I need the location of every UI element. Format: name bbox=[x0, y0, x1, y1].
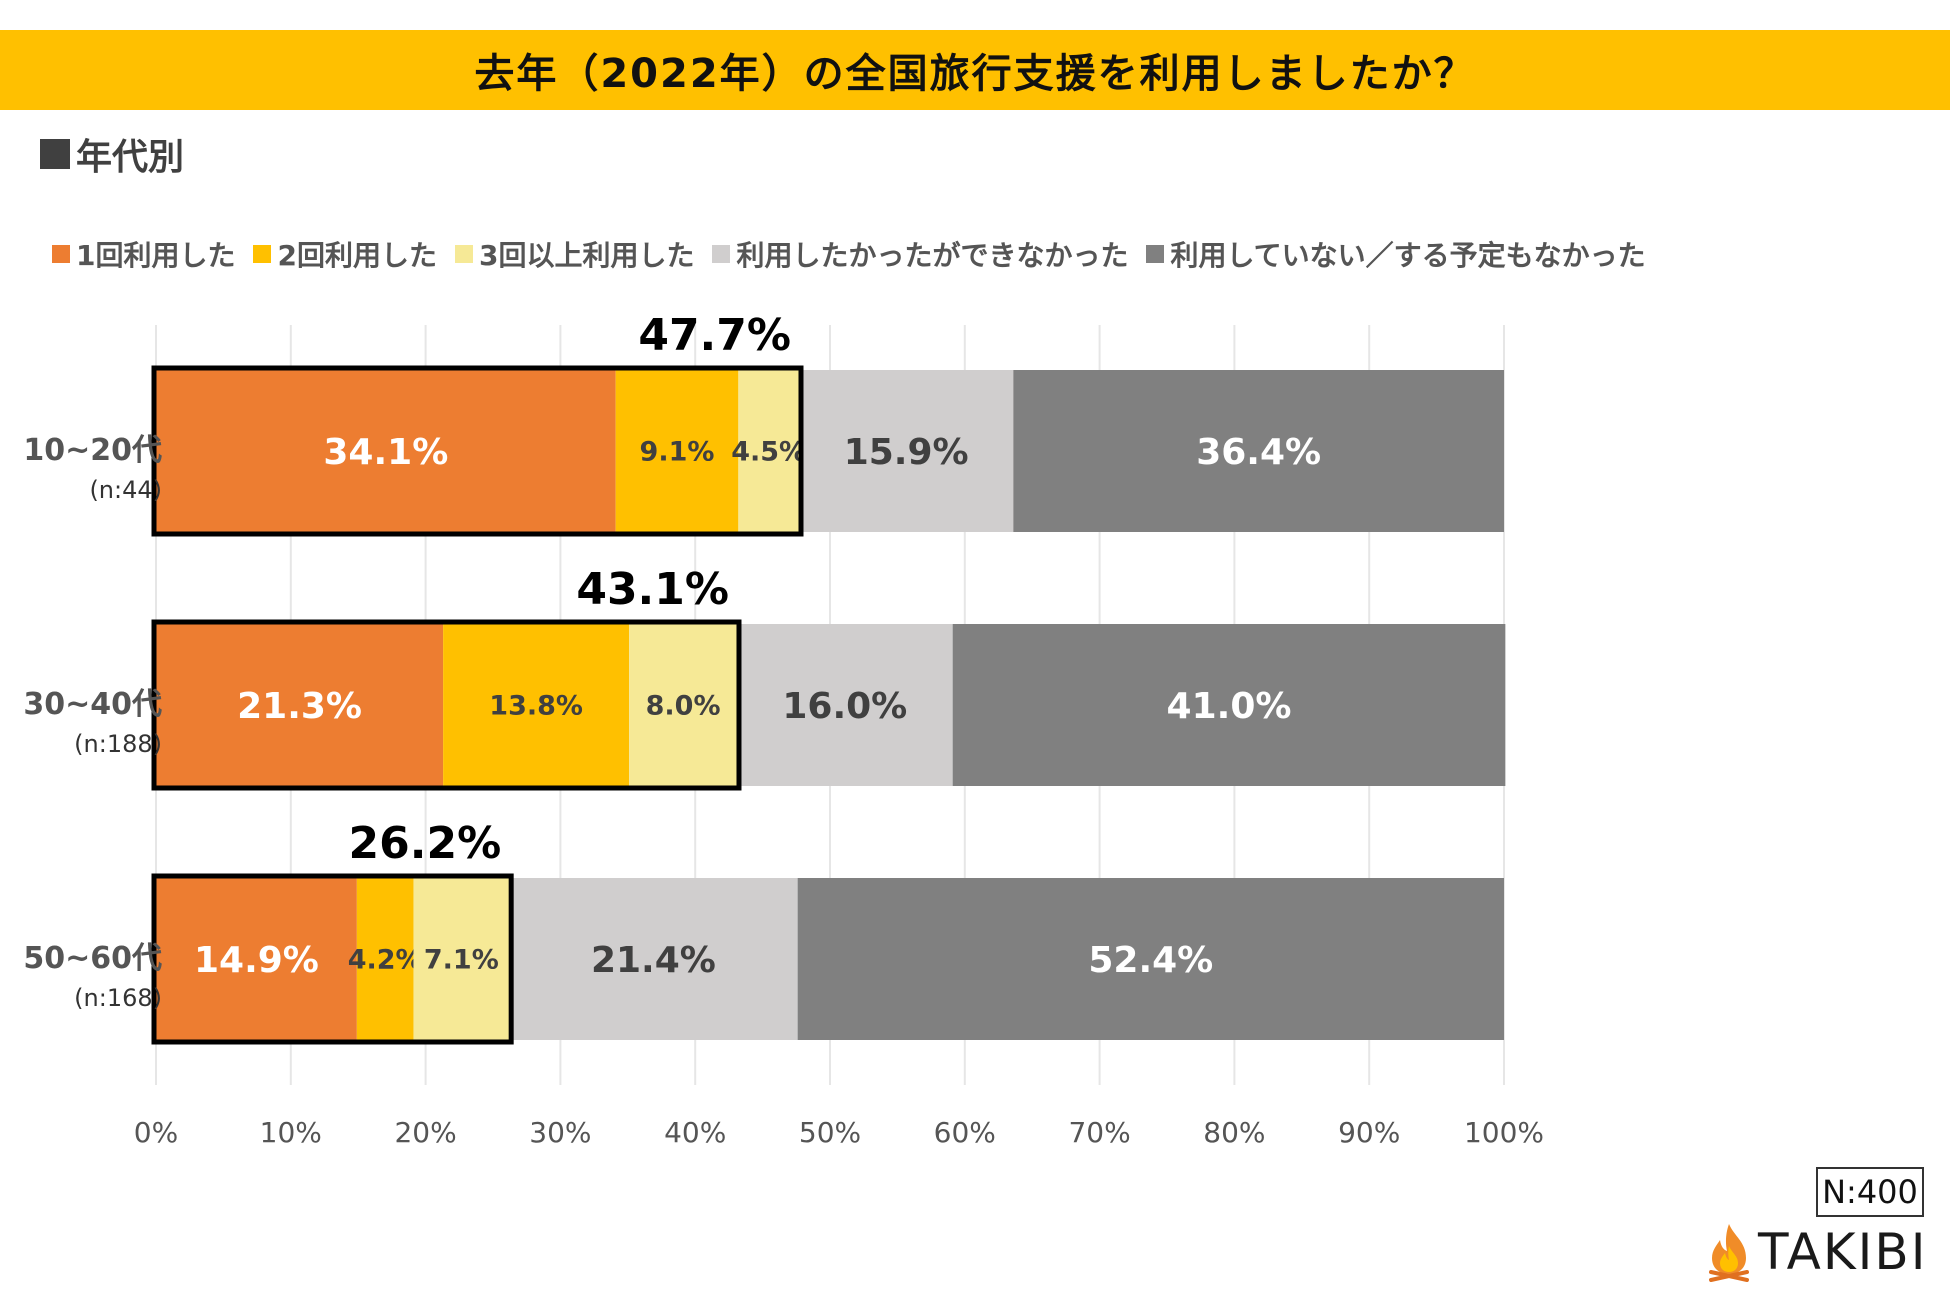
section-label: 年代別 bbox=[40, 128, 184, 180]
flame-icon bbox=[1709, 1224, 1749, 1282]
x-tick-label: 80% bbox=[1203, 1116, 1265, 1149]
legend-label: 利用したかったができなかった bbox=[736, 239, 1129, 272]
data-label: 9.1% bbox=[640, 437, 715, 468]
data-label: 4.2% bbox=[348, 945, 423, 976]
x-tick-label: 40% bbox=[664, 1116, 726, 1149]
x-tick-label: 50% bbox=[799, 1116, 861, 1149]
chart-title: 去年（2022年）の全国旅行支援を利用しましたか？ bbox=[474, 51, 1476, 97]
data-label: 52.4% bbox=[1088, 940, 1213, 981]
x-tick-label: 60% bbox=[934, 1116, 996, 1149]
legend-item-used-twice: 2回利用した bbox=[253, 234, 437, 274]
legend-label: 3回以上利用した bbox=[478, 239, 695, 272]
legend-swatch-used-once bbox=[52, 245, 70, 263]
bar-segment bbox=[443, 624, 630, 786]
bar-segment bbox=[952, 624, 1506, 786]
x-tick-label: 70% bbox=[1068, 1116, 1130, 1149]
total-label: 43.1% bbox=[576, 564, 729, 615]
highlight-box bbox=[151, 619, 742, 791]
data-label: 21.3% bbox=[237, 686, 362, 727]
legend-swatch-used-twice bbox=[253, 245, 272, 263]
title-bar: 去年（2022年）の全国旅行支援を利用しましたか？ bbox=[0, 30, 1950, 110]
sample-size-box: N:400 bbox=[1816, 1167, 1924, 1217]
section-label-text: 年代別 bbox=[76, 137, 185, 178]
category-label: 10~20代 bbox=[23, 433, 162, 468]
data-label: 4.5% bbox=[731, 437, 806, 468]
stacked-bar-chart: 0% 10% 20% 30% 40% 50% 60% 70% 80% 90% 100% 34.1% 9.… bbox=[23, 310, 1544, 1149]
bar-segment bbox=[156, 370, 616, 532]
data-label: 16.0% bbox=[782, 686, 907, 727]
bar-segment bbox=[1013, 370, 1504, 532]
highlight-box bbox=[151, 873, 514, 1045]
bar-segment bbox=[156, 624, 444, 786]
data-label: 15.9% bbox=[844, 432, 969, 473]
legend-swatch-wanted-but-could-not bbox=[712, 245, 731, 263]
data-label: 7.1% bbox=[424, 945, 499, 976]
bar-segment bbox=[156, 878, 357, 1040]
bar-segment bbox=[797, 878, 1504, 1040]
legend: 1回利用した 2回利用した 3回以上利用した 利用したかったができなかった 利用… bbox=[52, 232, 1664, 276]
brand-logo: TAKIBI bbox=[1706, 1220, 1927, 1284]
category-n-label: (n:168) bbox=[74, 984, 162, 1012]
data-label: 13.8% bbox=[489, 691, 583, 722]
bar-segment bbox=[798, 370, 1014, 532]
legend-item-used-once: 1回利用した bbox=[52, 234, 235, 274]
legend-item-used-three-plus: 3回以上利用した bbox=[454, 234, 695, 274]
legend-item-not-used: 利用していない／する予定もなかった bbox=[1146, 234, 1646, 274]
highlight-box bbox=[151, 365, 804, 537]
x-tick-label: 20% bbox=[394, 1116, 456, 1149]
legend-swatch-not-used bbox=[1146, 245, 1165, 263]
category-label: 30~40代 bbox=[23, 687, 162, 722]
data-label: 8.0% bbox=[646, 691, 721, 722]
legend-label: 利用していない／する予定もなかった bbox=[1170, 239, 1646, 272]
bar-segment bbox=[509, 878, 798, 1040]
bar-segment bbox=[736, 624, 953, 786]
category-n-label: (n:44) bbox=[89, 476, 162, 504]
legend-label: 1回利用した bbox=[76, 239, 236, 272]
total-label: 47.7% bbox=[638, 310, 791, 361]
bar-segment bbox=[615, 370, 739, 532]
x-tick-label: 30% bbox=[529, 1116, 591, 1149]
category-n-label: (n:188) bbox=[74, 730, 162, 758]
data-label: 14.9% bbox=[194, 940, 319, 981]
x-tick-label: 90% bbox=[1338, 1116, 1400, 1149]
x-tick-label: 100% bbox=[1464, 1116, 1544, 1149]
bar-segment bbox=[413, 878, 510, 1040]
data-label: 41.0% bbox=[1167, 686, 1292, 727]
category-label: 50~60代 bbox=[23, 941, 162, 976]
data-label: 21.4% bbox=[591, 940, 716, 981]
x-tick-label: 10% bbox=[260, 1116, 322, 1149]
legend-label: 2回利用した bbox=[277, 239, 437, 272]
data-label: 34.1% bbox=[323, 432, 448, 473]
bar-segment bbox=[738, 370, 799, 532]
bar-segment bbox=[629, 624, 737, 786]
total-label: 26.2% bbox=[349, 818, 502, 869]
bar-segment bbox=[356, 878, 414, 1040]
x-tick-label: 0% bbox=[134, 1116, 178, 1149]
legend-item-wanted-but-could-not: 利用したかったができなかった bbox=[712, 234, 1128, 274]
brand-name: TAKIBI bbox=[1758, 1223, 1928, 1281]
data-label: 36.4% bbox=[1196, 432, 1321, 473]
legend-swatch-used-three-plus bbox=[454, 245, 473, 263]
section-square-icon bbox=[40, 139, 70, 169]
